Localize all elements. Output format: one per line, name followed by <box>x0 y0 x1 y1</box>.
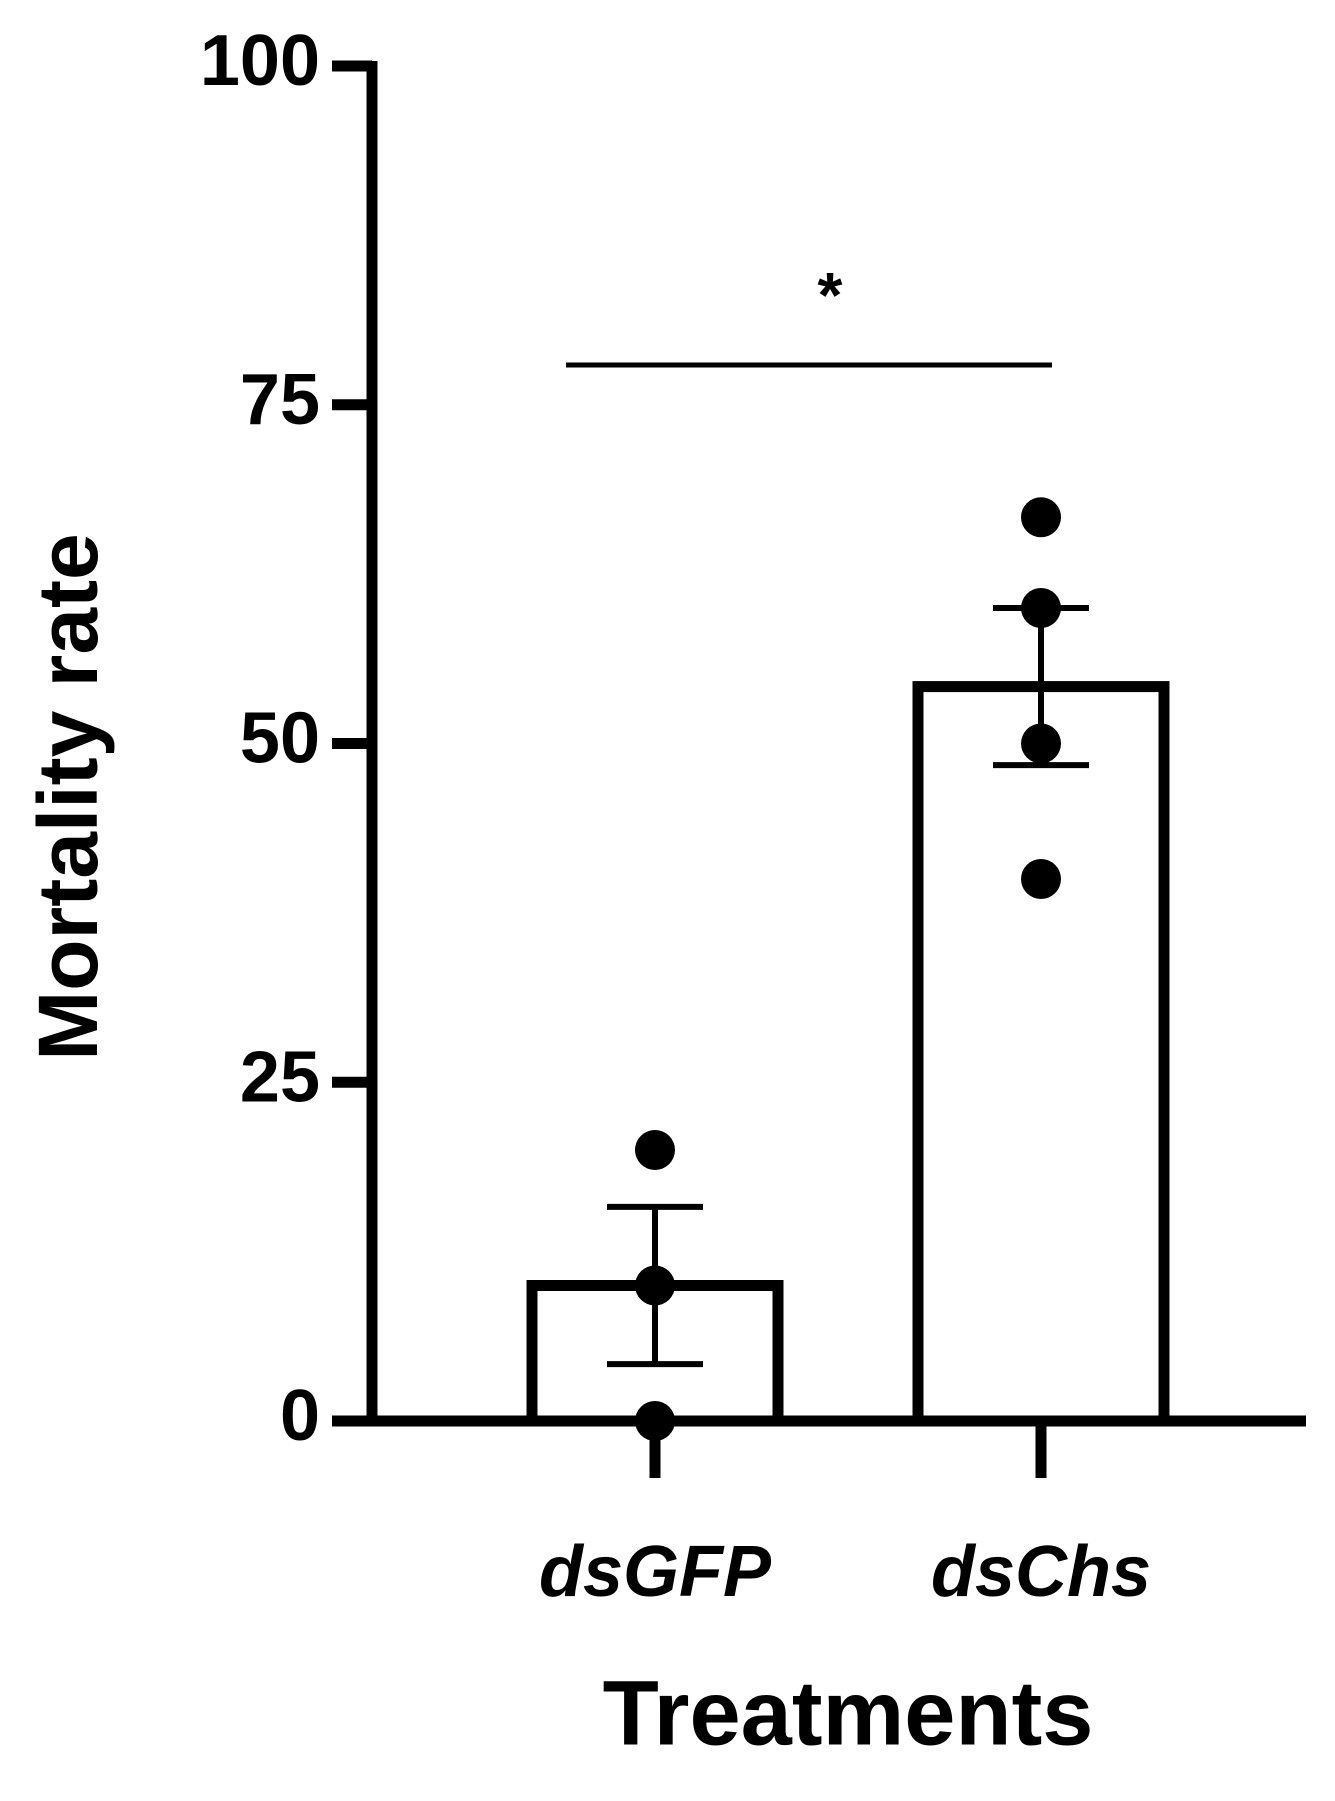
data-point <box>635 1265 675 1306</box>
y-tick-label: 50 <box>240 699 320 779</box>
y-tick-label: 25 <box>240 1037 320 1117</box>
data-point <box>1021 588 1061 628</box>
data-point <box>1021 723 1061 764</box>
significance-label: * <box>818 259 843 331</box>
y-tick-label: 0 <box>280 1376 320 1456</box>
x-axis-label: Treatments <box>603 1662 1094 1764</box>
y-axis-label: Mortality rate <box>21 533 115 1060</box>
x-tick-label: dsChs <box>931 1532 1151 1612</box>
y-tick-label: 75 <box>240 360 320 440</box>
y-tick-label: 100 <box>200 21 320 101</box>
data-point <box>1021 497 1061 538</box>
data-point <box>635 1130 675 1170</box>
bar <box>912 681 1170 1427</box>
data-point <box>1021 859 1061 899</box>
x-tick-label: dsGFP <box>539 1532 772 1612</box>
